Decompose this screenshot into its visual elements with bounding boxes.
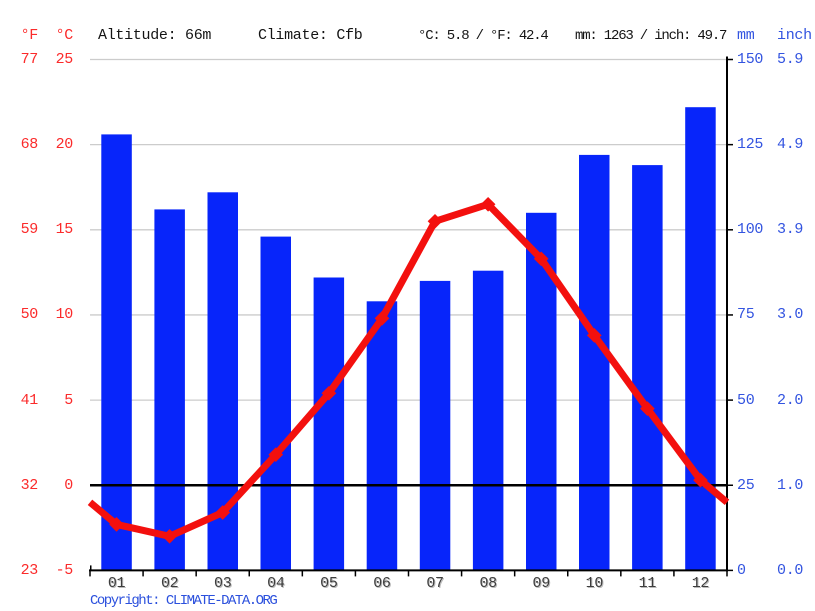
month-label-06: 06 [373,575,391,592]
precipitation-bar-08 [472,270,504,571]
mm-tick-label: 150 [737,51,764,68]
c-tick-label: 5 [64,392,73,409]
precipitation-bar-04 [260,236,291,571]
mm-tick-label: 0 [737,562,746,579]
month-label-05: 05 [320,575,338,592]
inch-tick-label: 3.9 [777,221,804,238]
precipitation-bar-10 [579,154,610,571]
inch-tick-label: 5.9 [777,51,804,68]
mm-tick-label: 25 [737,477,755,494]
month-label-08: 08 [479,575,497,592]
precipitation-bar-09 [526,212,557,571]
c-tick-label: -5 [55,562,74,579]
month-label-07: 07 [426,575,444,592]
f-tick-label: 32 [20,477,39,494]
precipitation-bar-11 [632,165,663,571]
c-tick-label: 25 [55,51,74,68]
precipitation-bar-12 [685,107,716,571]
f-tick-label: 77 [20,51,39,68]
mm-tick-label: 75 [737,306,755,323]
mm-tick-label: 50 [737,392,755,409]
month-label-02: 02 [160,575,179,592]
temperature-marker-05 [321,385,337,401]
temperature-marker-08 [480,196,496,212]
temperature-marker-07 [427,213,443,229]
f-tick-label: 68 [20,136,39,153]
month-label-03: 03 [214,575,232,592]
precipitation-bar-06 [366,301,398,571]
month-label-12: 12 [691,575,710,592]
f-tick-label: 41 [20,392,39,409]
f-tick-label: 59 [20,221,39,238]
precipitation-bar-05 [313,277,345,571]
climate-classification: Climate: Cfb [258,27,363,44]
inch-tick-label: 0.0 [777,562,804,579]
c-tick-label: 0 [64,477,73,494]
altitude-value: Altitude: 66m [98,27,212,44]
temperature-marker-12 [693,472,708,488]
month-label-11: 11 [638,575,657,592]
inch-tick-label: 2.0 [777,392,804,409]
inch-tick-label: 4.9 [777,136,804,153]
fahrenheit-axis-header: °F [20,27,39,44]
c-tick-label: 10 [55,306,74,323]
month-label-09: 09 [532,575,551,592]
c-tick-label: 15 [55,221,74,238]
precipitation-bar-02 [154,209,185,571]
mm-axis-header: mm [737,27,755,44]
inch-tick-label: 3.0 [777,306,804,323]
annual-mean-temperature: °C: 5.8 / °F: 42.4 [418,28,549,44]
temperature-line [87,200,730,540]
month-label-04: 04 [267,575,285,592]
f-tick-label: 23 [20,562,39,579]
temperature-marker-03 [215,505,231,520]
month-label-01: 01 [107,575,126,592]
f-tick-label: 50 [20,306,39,323]
precipitation-bar-01 [101,134,132,571]
mm-tick-label: 125 [737,136,764,153]
copyright-link[interactable]: Copyright: CLIMATE-DATA.ORG [90,593,278,609]
inch-axis-header: inch [777,27,812,44]
c-tick-label: 20 [55,136,74,153]
temperature-marker-01 [109,517,124,532]
temperature-marker-11 [640,401,655,416]
month-label-10: 10 [585,575,604,592]
precipitation-bar-07 [419,280,451,571]
celsius-axis-header: °C [55,27,74,44]
annual-precipitation-total: mm: 1263 / inch: 49.7 [575,28,727,44]
inch-tick-label: 1.0 [777,477,804,494]
mm-tick-label: 100 [737,221,764,238]
